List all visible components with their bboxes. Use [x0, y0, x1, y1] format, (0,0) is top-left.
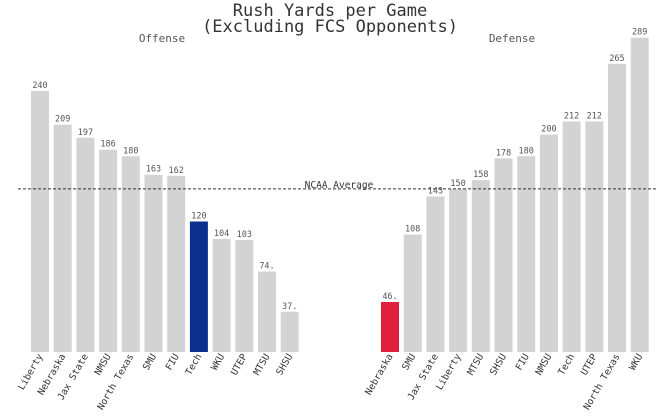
offense-value-label-smu: 163	[146, 165, 161, 175]
offense-value-label-tech: 120	[191, 212, 206, 222]
defense-bar-nmsu	[539, 134, 558, 352]
defense-bar-jax-state	[426, 196, 445, 352]
offense-bar-shsu	[280, 311, 299, 352]
offense-category-label-tech: Tech	[184, 352, 205, 377]
ncaa-average-label: NCAA Average	[305, 180, 374, 191]
offense-bar-nebraska	[53, 124, 72, 353]
defense-category-label-nmsu: NMSU	[534, 352, 555, 378]
defense-category-label-nebraska: Nebraska	[363, 352, 395, 397]
offense-bar-fiu	[167, 175, 186, 352]
defense-bar-nebraska	[381, 301, 399, 352]
defense-category-label-fiu: FIU	[514, 352, 532, 373]
offense-bar-liberty	[31, 91, 49, 352]
offense-value-label-utep: 103	[237, 230, 252, 240]
defense-value-label-tech: 212	[564, 111, 579, 121]
offense-bar-smu	[144, 174, 163, 352]
defense-bar-north-texas	[608, 63, 626, 352]
defense-value-label-mtsu: 158	[473, 170, 488, 180]
offense-bar-mtsu	[258, 271, 276, 352]
offense-category-label-wku: WKU	[209, 352, 227, 373]
offense-value-label-north-texas: 180	[123, 146, 138, 156]
offense-category-label-utep: UTEP	[229, 352, 250, 378]
defense-value-label-shsu: 178	[496, 148, 511, 158]
defense-bar-smu	[403, 234, 422, 352]
offense-bar-nmsu	[99, 149, 118, 352]
defense-panel-title: Defense	[489, 32, 535, 45]
offense-category-label-shsu: SHSU	[274, 352, 295, 378]
defense-value-label-fiu: 180	[519, 146, 534, 156]
defense-category-label-smu: SMU	[400, 352, 418, 373]
defense-category-label-wku: WKU	[627, 352, 645, 373]
offense-value-label-nebraska: 209	[55, 115, 70, 125]
defense-value-label-liberty: 150	[450, 179, 465, 189]
defense-value-label-utep: 212	[587, 111, 602, 121]
offense-bar-wku	[212, 238, 231, 352]
offense-panel-title: Offense	[139, 32, 185, 45]
offense-value-label-wku: 104	[214, 229, 229, 239]
offense-category-label-mtsu: MTSU	[252, 352, 273, 378]
defense-category-label-utep: UTEP	[579, 352, 600, 378]
offense-value-label-nmsu: 186	[100, 140, 115, 150]
defense-bar-tech	[562, 121, 581, 352]
defense-value-label-wku: 289	[632, 28, 647, 38]
defense-category-label-mtsu: MTSU	[465, 352, 486, 378]
offense-value-label-liberty: 240	[32, 81, 47, 91]
offense-value-label-mtsu: 74.	[259, 262, 274, 272]
defense-bar-fiu	[517, 156, 536, 352]
defense-category-label-shsu: SHSU	[488, 352, 509, 378]
defense-category-label-tech: Tech	[556, 352, 577, 377]
offense-bar-north-texas	[121, 156, 140, 352]
defense-bar-mtsu	[471, 180, 490, 352]
defense-bar-shsu	[494, 158, 513, 352]
defense-value-label-smu: 108	[405, 225, 420, 235]
chart-subtitle: (Excluding FCS Opponents)	[202, 17, 458, 37]
defense-value-label-nebraska: 46.	[382, 292, 397, 302]
offense-category-label-nmsu: NMSU	[93, 352, 114, 378]
offense-bar-utep	[235, 239, 254, 352]
offense-value-label-fiu: 162	[169, 166, 184, 176]
defense-bar-utep	[585, 121, 604, 352]
offense-bar-tech	[189, 221, 208, 352]
offense-category-label-smu: SMU	[141, 352, 159, 373]
defense-value-label-north-texas: 265	[609, 54, 624, 64]
defense-bar-wku	[630, 37, 649, 353]
offense-category-label-fiu: FIU	[164, 352, 182, 373]
offense-value-label-shsu: 37.	[282, 302, 297, 312]
offense-value-label-jax-state: 197	[78, 128, 93, 138]
defense-bar-liberty	[449, 188, 468, 352]
defense-value-label-nmsu: 200	[541, 125, 556, 135]
offense-bar-jax-state	[76, 137, 95, 352]
defense-value-label-jax-state: 143	[428, 186, 443, 196]
chart-title: Rush Yards per Game	[233, 1, 427, 21]
